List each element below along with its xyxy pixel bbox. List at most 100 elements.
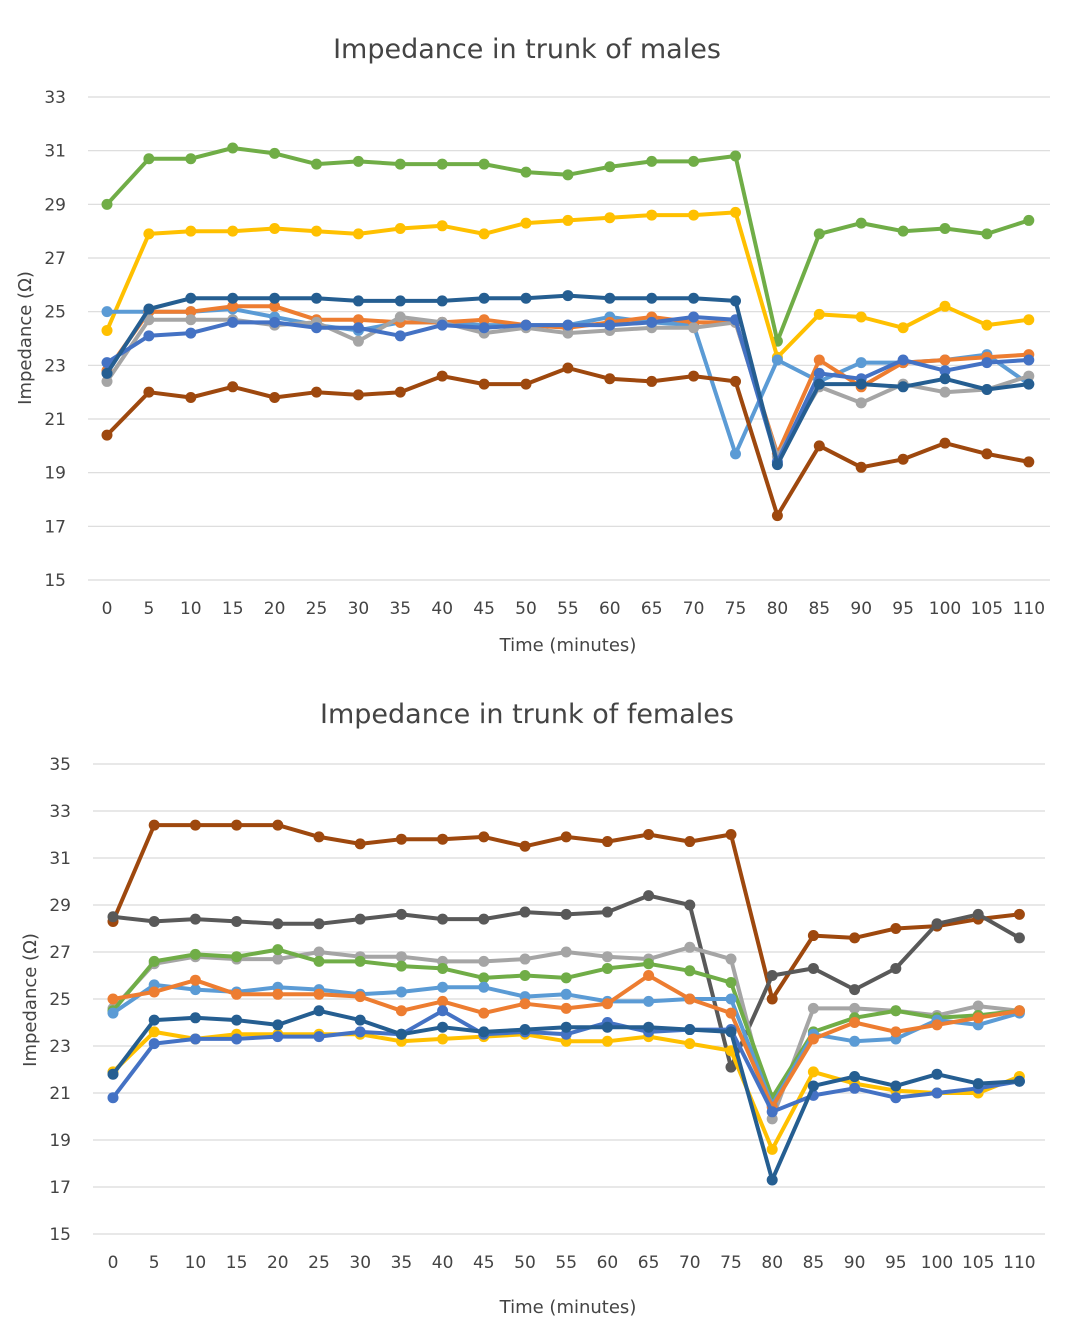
data-point bbox=[1013, 1005, 1025, 1017]
y-tick-label: 15 bbox=[44, 571, 66, 591]
data-point bbox=[897, 225, 909, 237]
data-point bbox=[143, 314, 155, 326]
data-point bbox=[313, 918, 325, 930]
data-point bbox=[107, 993, 119, 1005]
data-point bbox=[855, 397, 867, 409]
data-point bbox=[269, 316, 281, 328]
data-point bbox=[646, 155, 658, 167]
data-point bbox=[148, 1014, 160, 1026]
females-chart: 15 17 19 21 23 25 27 29 31 33 35 0 5 10 15 20 25 30 35 40 4… bbox=[20, 699, 1045, 1318]
data-point bbox=[643, 970, 655, 981]
data-point bbox=[185, 292, 197, 304]
data-point bbox=[688, 322, 700, 334]
data-point bbox=[185, 314, 197, 326]
data-point bbox=[601, 906, 613, 918]
data-point bbox=[227, 316, 239, 328]
data-point bbox=[601, 998, 613, 1010]
data-point bbox=[395, 833, 407, 845]
series-lines bbox=[107, 819, 1025, 1186]
data-point bbox=[185, 306, 197, 318]
data-point bbox=[231, 1033, 243, 1045]
data-point bbox=[560, 908, 572, 920]
data-point bbox=[725, 993, 737, 1005]
x-tick-label: 105 bbox=[971, 599, 1003, 619]
data-point bbox=[807, 1033, 819, 1045]
x-tick-label: 15 bbox=[226, 1253, 248, 1273]
series-6 bbox=[107, 970, 1025, 1113]
series-line bbox=[111, 1029, 1021, 1152]
data-point bbox=[227, 292, 239, 304]
data-point bbox=[520, 319, 532, 331]
data-point bbox=[560, 1002, 572, 1014]
males-chart-panel: 15 17 19 21 23 25 27 29 31 33 0 5 10 15 20 25 30 35 40 45 5… bbox=[0, 0, 1080, 665]
data-point bbox=[855, 357, 867, 369]
data-point bbox=[231, 819, 243, 831]
data-point bbox=[766, 993, 778, 1005]
data-point bbox=[311, 225, 322, 237]
data-point bbox=[560, 1021, 572, 1033]
data-point bbox=[813, 228, 825, 240]
data-point bbox=[437, 1005, 449, 1017]
data-point bbox=[972, 1078, 984, 1090]
data-point bbox=[354, 955, 366, 967]
x-axis-label: Time (minutes) bbox=[499, 635, 637, 656]
x-tick-label: 95 bbox=[892, 599, 914, 619]
data-point bbox=[855, 461, 867, 473]
data-point bbox=[395, 986, 407, 998]
data-point bbox=[143, 330, 155, 342]
x-tick-label: 30 bbox=[348, 599, 370, 619]
data-point bbox=[395, 1028, 407, 1040]
x-tick-label: 45 bbox=[473, 1253, 495, 1273]
data-point bbox=[101, 198, 113, 210]
data-point bbox=[185, 225, 197, 237]
x-tick-label: 35 bbox=[391, 1253, 413, 1273]
data-point bbox=[931, 1019, 943, 1031]
data-point bbox=[646, 292, 658, 304]
data-point bbox=[604, 212, 616, 224]
data-point bbox=[478, 1007, 490, 1019]
y-tick-label: 33 bbox=[44, 88, 66, 108]
y-tick-label: 25 bbox=[49, 990, 71, 1010]
data-point bbox=[897, 453, 909, 465]
data-point bbox=[849, 932, 861, 944]
y-tick-label: 35 bbox=[49, 755, 71, 775]
data-point bbox=[560, 988, 572, 1000]
data-point bbox=[560, 831, 572, 843]
x-tick-label: 80 bbox=[761, 1253, 783, 1273]
y-tick-labels: 15 17 19 21 23 25 27 29 31 33 35 bbox=[49, 755, 71, 1245]
data-point bbox=[604, 373, 616, 385]
data-point bbox=[395, 908, 407, 920]
x-tick-label: 25 bbox=[306, 599, 328, 619]
data-point bbox=[972, 908, 984, 920]
data-point bbox=[560, 946, 572, 958]
data-point bbox=[813, 440, 825, 452]
data-point bbox=[437, 1033, 449, 1045]
data-point bbox=[437, 981, 449, 993]
males-chart: 15 17 19 21 23 25 27 29 31 33 0 5 10 15 20 25 30 35 40 45 5… bbox=[15, 34, 1050, 656]
data-point bbox=[1023, 456, 1035, 468]
data-point bbox=[684, 1024, 696, 1036]
data-point bbox=[101, 306, 113, 318]
x-tick-label: 50 bbox=[514, 1253, 536, 1273]
data-point bbox=[478, 292, 490, 304]
data-point bbox=[684, 899, 696, 911]
y-tick-label: 23 bbox=[49, 1037, 71, 1057]
data-point bbox=[352, 389, 364, 401]
data-point bbox=[437, 962, 449, 974]
series-9 bbox=[107, 1005, 1025, 1186]
data-point bbox=[352, 295, 364, 307]
data-point bbox=[148, 1038, 160, 1050]
data-point bbox=[227, 142, 239, 154]
data-point bbox=[519, 953, 531, 965]
data-point bbox=[939, 354, 951, 366]
x-tick-label: 20 bbox=[264, 599, 286, 619]
data-point bbox=[436, 220, 448, 232]
data-point bbox=[148, 955, 160, 967]
data-point bbox=[231, 988, 243, 1000]
data-point bbox=[725, 977, 737, 989]
data-point bbox=[313, 1031, 325, 1043]
x-tick-label: 85 bbox=[808, 599, 830, 619]
y-tick-label: 23 bbox=[44, 356, 66, 376]
x-tick-label: 0 bbox=[102, 599, 113, 619]
data-point bbox=[981, 319, 993, 331]
